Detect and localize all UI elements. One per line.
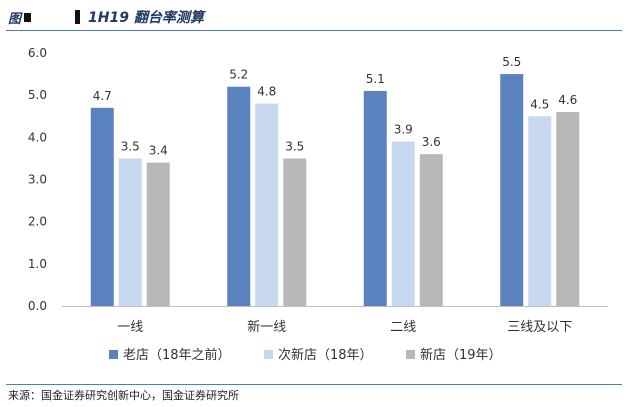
data-label: 5.5 — [502, 55, 521, 69]
bar — [528, 116, 552, 306]
legend-swatch — [264, 350, 273, 359]
data-label: 5.2 — [229, 68, 248, 82]
y-tick-label: 5.0 — [28, 88, 47, 102]
figure-prefix: 图 — [8, 11, 22, 27]
legend-label: 次新店（18年） — [278, 347, 373, 363]
bar — [419, 154, 443, 306]
bar-chart: 0.0 1.0 2.0 3.0 4.0 5.0 6.0 4.7 3.5 3.4 一线 5.2 4.8 3.… — [28, 46, 608, 363]
x-tick-label: 新一线 — [247, 319, 286, 335]
bar — [146, 162, 170, 306]
bar — [556, 112, 580, 307]
x-tick-label: 三线及以下 — [507, 320, 572, 335]
legend-label: 老店（18年之前） — [123, 347, 231, 363]
bar — [391, 141, 415, 306]
data-label: 4.5 — [530, 97, 549, 111]
bar — [500, 74, 524, 306]
redaction-mark — [75, 10, 81, 24]
source-note: 来源：国金证券研究创新中心，国金证券研究所 — [8, 389, 239, 402]
bar — [90, 107, 114, 306]
y-tick-label: 1.0 — [28, 257, 47, 271]
x-tick-label: 二线 — [390, 320, 416, 335]
bar — [283, 158, 307, 306]
bar — [227, 86, 251, 306]
data-label: 3.5 — [121, 139, 140, 153]
y-tick-label: 2.0 — [28, 215, 47, 229]
y-tick-label: 3.0 — [28, 173, 47, 187]
bar — [118, 158, 142, 306]
legend-label: 新店（19年） — [420, 347, 502, 363]
data-label: 4.8 — [257, 85, 276, 99]
figure-title: 1H19 翻台率测算 — [88, 10, 204, 26]
figure-title-bar: 图 1H19 翻台率测算 — [8, 6, 204, 28]
data-label: 3.5 — [285, 139, 304, 153]
redaction-mark — [24, 12, 32, 22]
y-tick-label: 4.0 — [28, 130, 47, 144]
top-rule — [6, 30, 622, 31]
data-label: 3.6 — [422, 135, 441, 149]
bar — [255, 103, 279, 306]
y-tick-label: 6.0 — [28, 46, 47, 60]
bar — [363, 90, 387, 306]
data-label: 5.1 — [366, 72, 385, 86]
data-label: 4.6 — [558, 93, 577, 107]
legend-swatch — [109, 350, 118, 359]
legend-swatch — [406, 350, 415, 359]
x-tick-label: 一线 — [117, 320, 143, 335]
bottom-rule — [6, 384, 622, 385]
data-label: 3.4 — [149, 144, 168, 158]
data-label: 4.7 — [93, 89, 112, 103]
data-label: 3.9 — [394, 123, 413, 137]
y-tick-label: 0.0 — [28, 299, 47, 313]
